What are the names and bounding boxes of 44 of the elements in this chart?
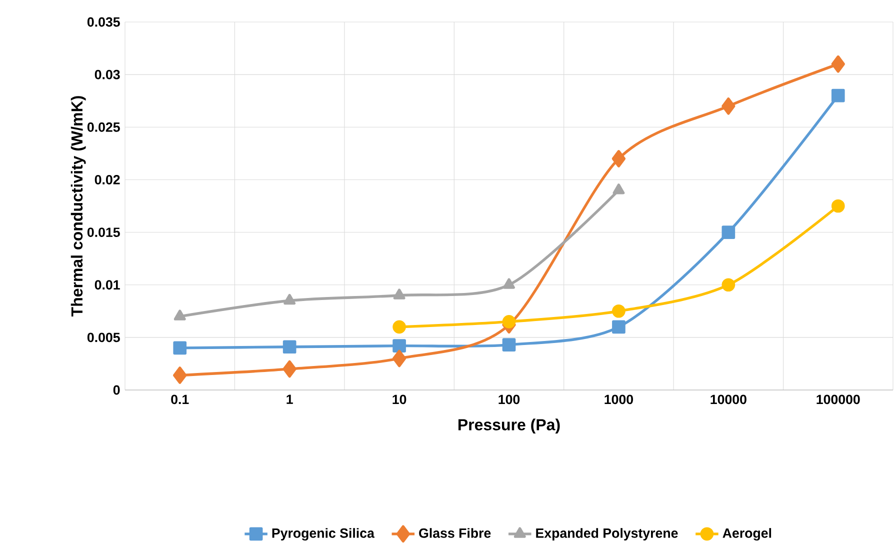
y-tick-label: 0 <box>113 385 120 395</box>
y-axis-title: Thermal conductivity (W/mK) <box>70 96 86 316</box>
x-tick-label: 10 <box>392 394 406 404</box>
point <box>722 97 736 115</box>
x-tick-label: 10000 <box>710 394 746 404</box>
point <box>174 310 186 320</box>
point <box>722 278 736 292</box>
legend-label: Glass Fibre <box>419 528 491 538</box>
point <box>282 360 296 378</box>
point <box>392 320 406 334</box>
point <box>831 88 845 102</box>
point <box>831 199 845 213</box>
legend-label: Pyrogenic Silica <box>272 528 375 541</box>
point <box>282 340 296 354</box>
y-tick-label: 0.015 <box>87 228 120 237</box>
y-tick-label: 0.005 <box>87 332 120 342</box>
point <box>173 366 187 384</box>
point <box>173 341 187 355</box>
point <box>722 226 736 239</box>
x-tick-label: 1000 <box>604 394 633 404</box>
y-tick-label: 0.03 <box>94 70 120 80</box>
y-tick-label: 0.02 <box>94 174 120 184</box>
point <box>612 184 625 194</box>
x-tick-label: 0.1 <box>171 394 189 404</box>
point <box>502 314 516 328</box>
point <box>502 338 516 352</box>
point <box>503 278 515 289</box>
y-tick-label: 0.01 <box>94 280 120 290</box>
y-tick-label: 0.035 <box>87 17 120 27</box>
legend-label: Expanded Polystyrene <box>536 528 678 540</box>
x-tick-label: 100000 <box>816 394 860 404</box>
legend-label: Aerogel <box>722 528 772 541</box>
x-axis-title: Pressure (Pa) <box>458 418 560 434</box>
point <box>392 339 406 352</box>
point <box>284 294 296 305</box>
x-tick-label: 100 <box>498 394 520 404</box>
point <box>612 320 626 334</box>
point <box>612 304 626 318</box>
point <box>831 55 845 73</box>
point <box>392 350 406 368</box>
y-tick-label: 0.025 <box>87 122 120 132</box>
point <box>393 288 406 300</box>
x-tick-label: 1 <box>286 394 293 404</box>
point <box>612 150 626 168</box>
